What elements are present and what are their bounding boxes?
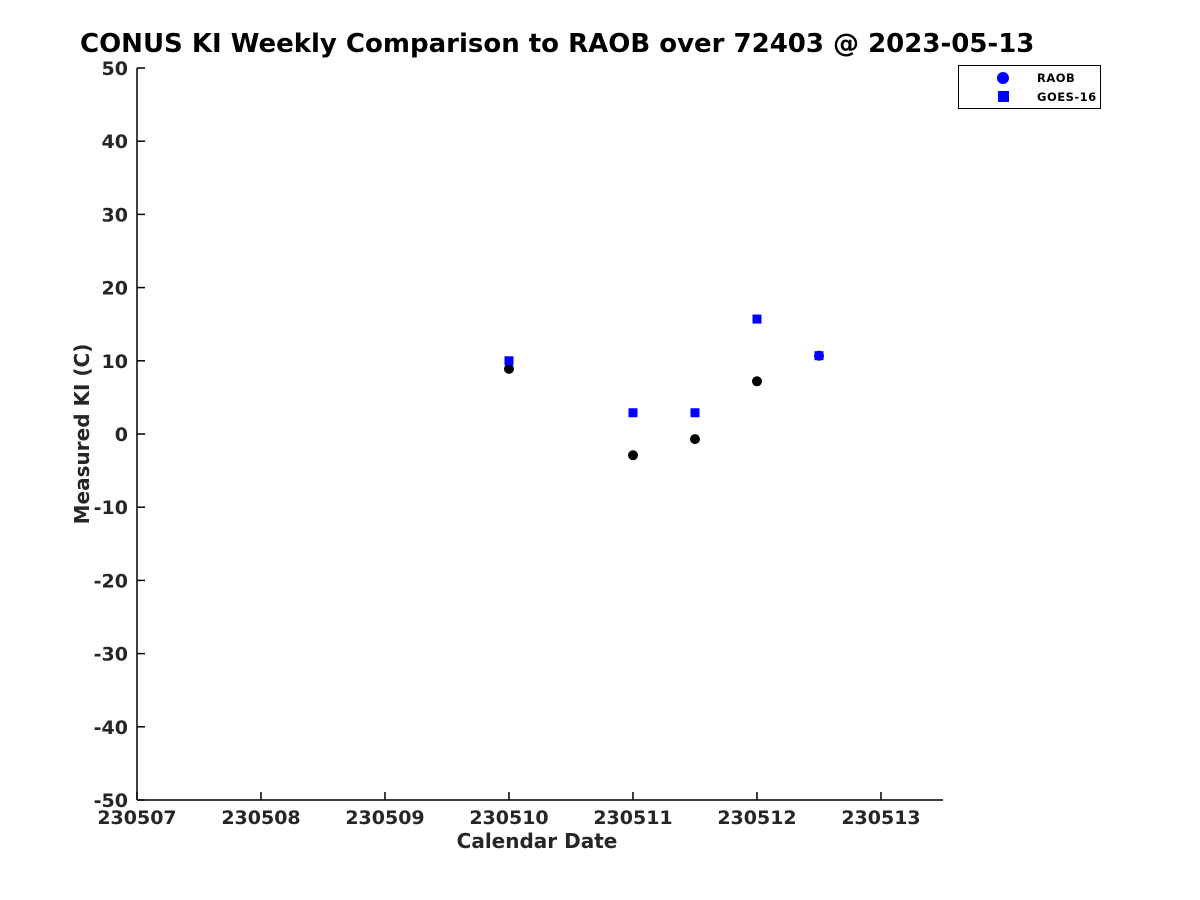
y-tick-label: -20 [94, 570, 128, 592]
x-tick-label: 230511 [593, 807, 672, 829]
goes16-point [814, 351, 824, 361]
x-tick-label: 230510 [469, 807, 548, 829]
raob-point [690, 434, 700, 445]
y-tick-label: 50 [102, 58, 128, 80]
x-tick-label: 230509 [345, 807, 424, 829]
raob-point [628, 450, 638, 461]
raob-legend-marker-wrap [996, 71, 1010, 84]
raob-point [752, 376, 762, 387]
x-tick-label: 230512 [717, 807, 796, 829]
y-tick-label: 40 [102, 131, 128, 153]
y-tick-label: 20 [102, 278, 128, 300]
raob-point [504, 363, 514, 374]
legend-item-goes16: GOES-16 [959, 89, 1100, 104]
y-tick-label: -10 [94, 497, 128, 519]
x-tick-label: 230508 [221, 807, 300, 829]
legend: RAOB GOES-16 [958, 65, 1101, 109]
goes16-point [628, 408, 638, 418]
legend-label-goes16: GOES-16 [1037, 89, 1097, 104]
y-tick-label: 0 [115, 424, 128, 446]
goes16-point [752, 314, 762, 324]
y-tick-label: -50 [94, 790, 128, 812]
legend-label-raob: RAOB [1037, 70, 1076, 85]
goes16-point [504, 356, 514, 366]
x-tick-label: 230513 [841, 807, 920, 829]
y-tick-label: -40 [94, 717, 128, 739]
goes16-point [690, 408, 700, 418]
x-tick-label: 230507 [97, 807, 176, 829]
legend-item-raob: RAOB [959, 70, 1100, 85]
goes16-square-marker-icon [997, 91, 1009, 102]
chart-title: CONUS KI Weekly Comparison to RAOB over … [80, 29, 1035, 59]
y-tick-label: 30 [102, 204, 128, 226]
goes16-legend-marker-wrap [996, 91, 1010, 102]
y-tick-label: -30 [94, 644, 128, 666]
raob-circle-marker-icon [997, 71, 1009, 84]
y-axis-label: Measured KI (C) [70, 343, 94, 525]
y-tick-label: 10 [102, 351, 128, 373]
x-axis-label: Calendar Date [456, 829, 618, 853]
